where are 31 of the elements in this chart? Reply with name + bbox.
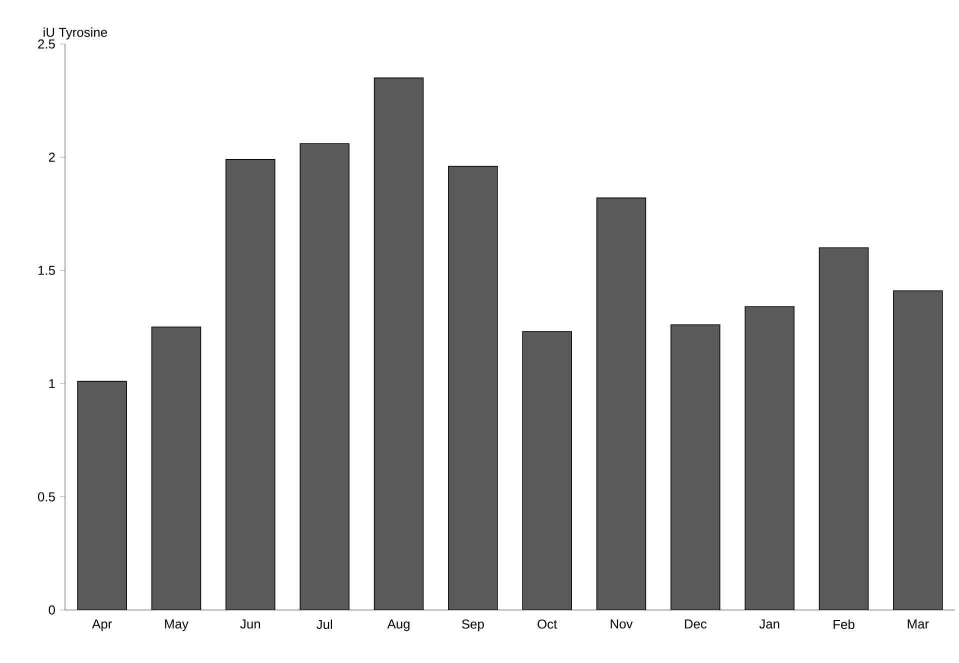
x-tick-label: Mar — [908, 620, 929, 629]
x-tick-label: Dec — [684, 620, 707, 629]
x-tick-label: May — [165, 620, 188, 632]
x-tick-label: Feb — [834, 620, 854, 630]
bar — [818, 247, 869, 610]
x-tick-label: Jul — [316, 620, 332, 630]
y-tick-label: 2 — [48, 152, 55, 162]
x-tick-label: Jun — [240, 620, 260, 629]
bar — [448, 166, 498, 610]
x-tick-label: Sep — [462, 620, 484, 632]
y-tick-label: 0 — [48, 605, 55, 615]
bar — [300, 143, 350, 610]
y-tick-label: 1.5 — [38, 266, 55, 275]
bar — [596, 198, 646, 610]
x-tick-label: Jan — [759, 620, 780, 629]
bar — [744, 306, 794, 610]
x-tick-label: Nov — [610, 620, 633, 629]
y-axis-title: iU Tyrosine — [44, 27, 108, 40]
bar — [151, 326, 202, 610]
y-tick-label: 0.5 — [38, 492, 55, 502]
bar — [226, 159, 276, 610]
bar — [670, 324, 720, 610]
x-tick-label: Oct — [538, 620, 558, 629]
bar — [522, 331, 572, 610]
x-tick-label: Aug — [387, 620, 410, 632]
x-tick-label: Apr — [92, 620, 112, 632]
bar — [77, 380, 127, 610]
bar — [374, 78, 424, 610]
y-tick-label: 1 — [49, 379, 55, 388]
y-tick-label: 2.5 — [38, 39, 55, 49]
bar — [893, 290, 943, 610]
